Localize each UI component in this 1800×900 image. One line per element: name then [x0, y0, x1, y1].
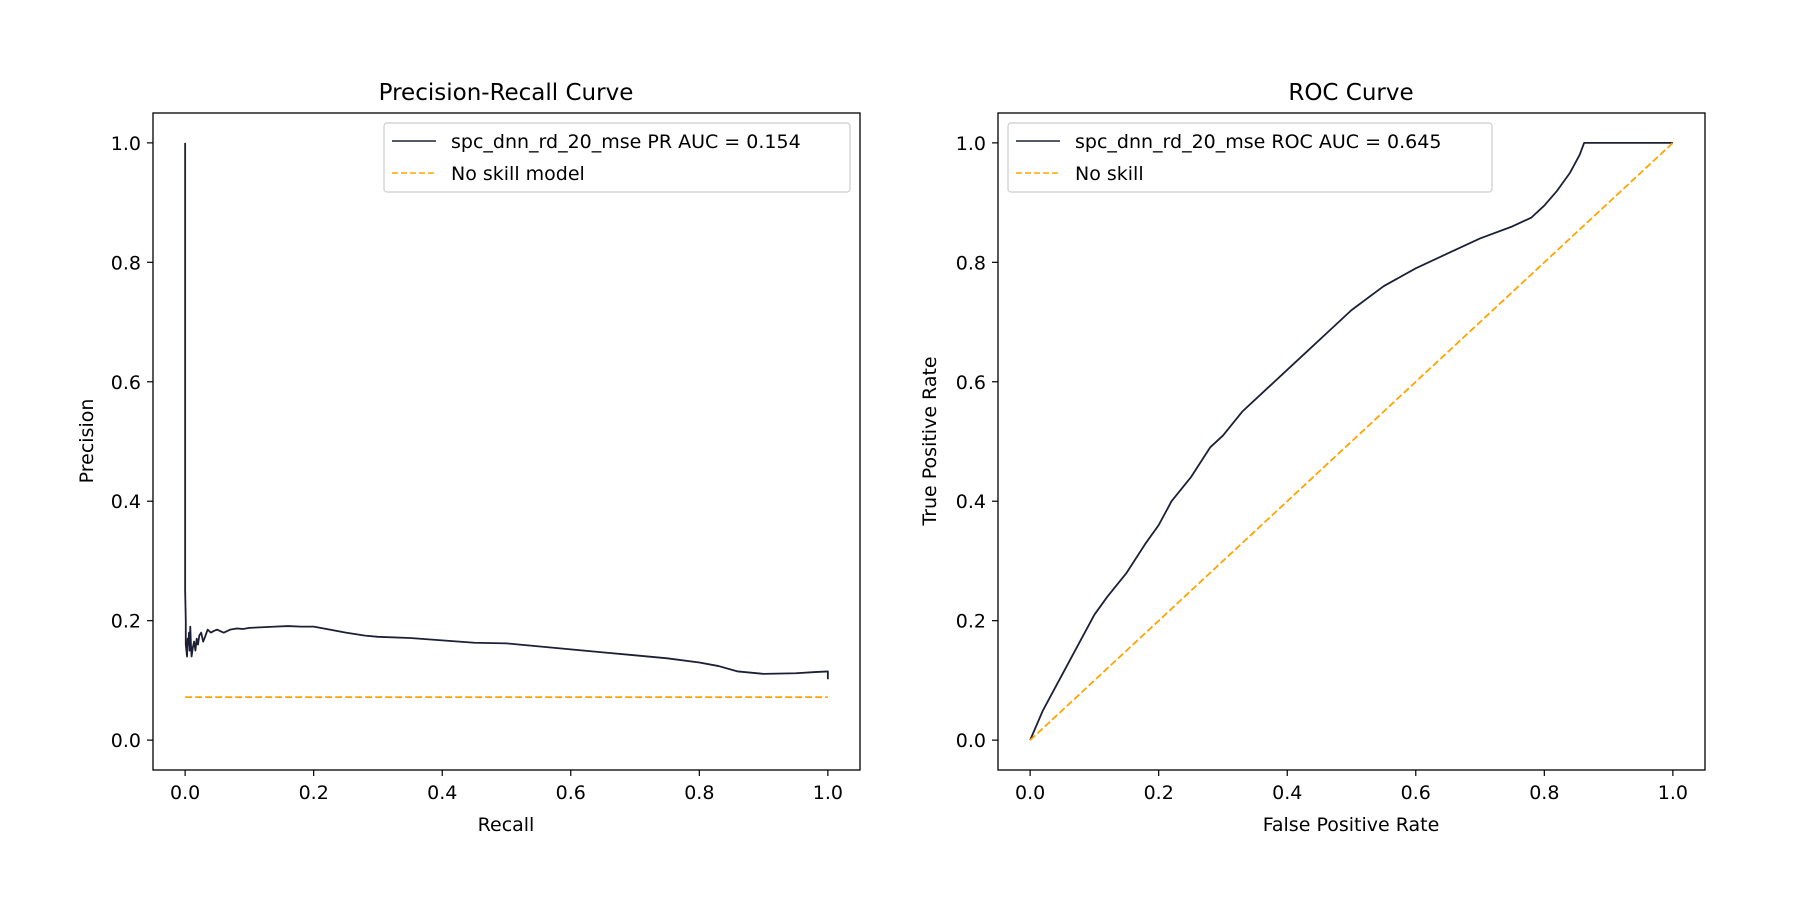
roc-y-tick-label-4: 0.8	[956, 252, 986, 274]
roc-x-tick-label-0: 0.0	[1015, 782, 1045, 804]
roc-x-tick-label-1: 0.2	[1144, 782, 1174, 804]
pr-y-tick-label-1: 0.2	[111, 611, 141, 633]
pr-y-tick-label-4: 0.8	[111, 252, 141, 274]
roc-x-tick-label-5: 1.0	[1658, 782, 1688, 804]
pr-ticks: 0.0 0.2 0.4 0.6 0.8 1.0 0.0 0.2 0.4 0.6 0.8 1.0	[111, 133, 843, 804]
pr-series-line-0	[184, 142, 829, 680]
pr-y-tick-label-0: 0.0	[111, 730, 141, 752]
pr-x-tick-label-0: 0.0	[170, 782, 200, 804]
pr-x-tick-label-3: 0.6	[556, 782, 586, 804]
pr-axes-frame	[152, 112, 861, 771]
roc-y-tick-label-3: 0.6	[956, 372, 986, 394]
roc-legend-box	[1007, 122, 1493, 193]
pr-legend-box	[383, 122, 851, 193]
roc-x-tick-label-3: 0.6	[1401, 782, 1431, 804]
roc-series-line-1	[1029, 142, 1674, 741]
roc-x-axis-label: False Positive Rate	[1263, 814, 1440, 836]
roc-legend-label-no-skill: No skill	[1075, 163, 1144, 185]
pr-legend-label-no-skill: No skill model	[451, 163, 585, 185]
pr-chart-panel: Precision-Recall Curve Recall Precision …	[76, 80, 861, 836]
roc-ticks: 0.0 0.2 0.4 0.6 0.8 1.0 0.0 0.2 0.4 0.6 0.8 1.0	[956, 133, 1688, 804]
roc-y-tick-label-1: 0.2	[956, 611, 986, 633]
roc-series-line-0	[1029, 141, 1673, 741]
pr-x-tick-label-2: 0.4	[427, 782, 457, 804]
roc-x-tick-label-2: 0.4	[1272, 782, 1302, 804]
roc-y-tick-label-0: 0.0	[956, 730, 986, 752]
pr-legend-label-model: spc_dnn_rd_20_mse PR AUC = 0.154	[451, 131, 801, 153]
pr-x-tick-label-4: 0.8	[684, 782, 714, 804]
roc-plot-area	[1029, 141, 1674, 741]
pr-chart-title: Precision-Recall Curve	[379, 80, 634, 106]
pr-legend: spc_dnn_rd_20_mse PR AUC = 0.154 No skil…	[383, 122, 851, 193]
pr-x-tick-label-5: 1.0	[813, 782, 843, 804]
pr-y-axis-label: Precision	[76, 399, 98, 484]
roc-legend-label-model: spc_dnn_rd_20_mse ROC AUC = 0.645	[1075, 131, 1441, 153]
roc-chart-title: ROC Curve	[1288, 80, 1413, 106]
pr-x-axis-label: Recall	[478, 814, 535, 836]
roc-y-tick-label-5: 1.0	[956, 133, 986, 155]
pr-plot-area	[184, 142, 829, 699]
pr-y-tick-label-2: 0.4	[111, 491, 141, 513]
pr-y-tick-label-5: 1.0	[111, 133, 141, 155]
roc-legend: spc_dnn_rd_20_mse ROC AUC = 0.645 No ski…	[1007, 122, 1493, 193]
roc-x-tick-label-4: 0.8	[1529, 782, 1559, 804]
roc-y-axis-label: True Positive Rate	[919, 356, 941, 526]
roc-y-tick-label-2: 0.4	[956, 491, 986, 513]
roc-axes-frame	[997, 112, 1706, 771]
pr-x-tick-label-1: 0.2	[299, 782, 329, 804]
pr-y-tick-label-3: 0.6	[111, 372, 141, 394]
roc-chart-panel: ROC Curve False Positive Rate True Posit…	[919, 80, 1706, 836]
